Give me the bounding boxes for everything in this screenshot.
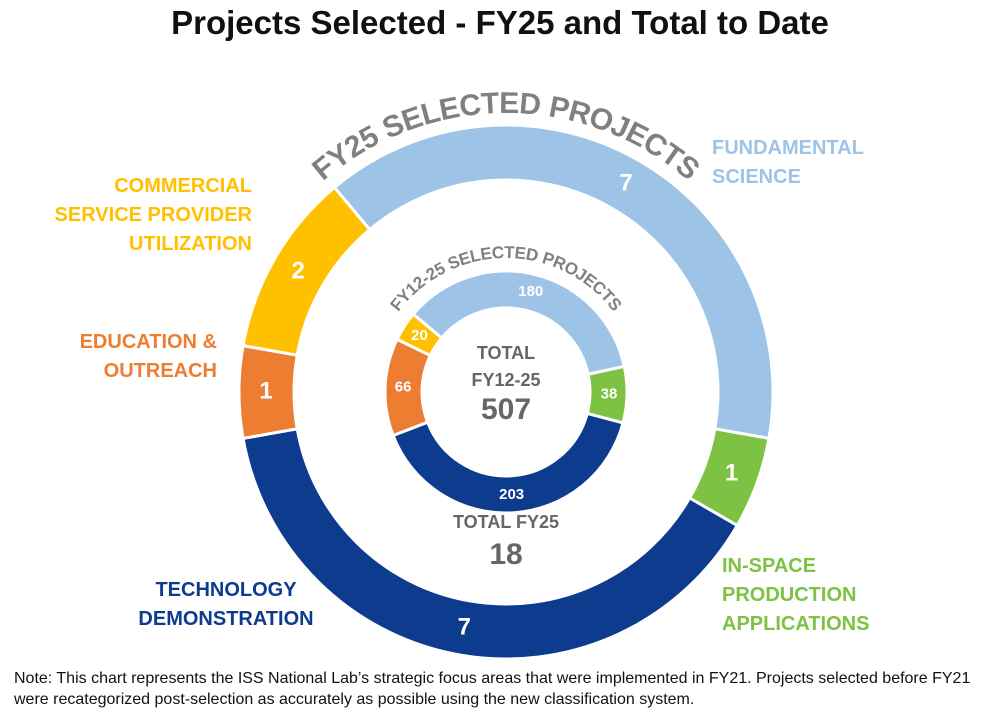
value-label: 1 — [259, 377, 272, 404]
donut-segment — [241, 185, 372, 357]
donut-segment — [411, 269, 627, 377]
category-label: FUNDAMENTAL SCIENCE — [712, 137, 864, 188]
category-label: TECHNOLOGY DEMONSTRATION — [138, 579, 314, 630]
total-label: TOTAL FY12-25 — [471, 343, 541, 390]
value-label: 66 — [395, 379, 412, 396]
value-label: 7 — [619, 169, 632, 196]
total-value: 507 — [481, 393, 531, 426]
category-label: EDUCATION & OUTREACH — [79, 331, 217, 382]
value-label: 20 — [411, 327, 428, 344]
donut-segment — [395, 312, 444, 358]
donut-segment — [391, 411, 625, 515]
value-label: 203 — [499, 486, 524, 503]
value-label: 180 — [518, 283, 543, 300]
value-label: 38 — [601, 385, 618, 402]
value-label: 7 — [458, 614, 471, 641]
value-label: 1 — [725, 459, 738, 486]
donut-segment — [241, 427, 740, 661]
donut-segment — [332, 123, 775, 441]
category-label: COMMERCIAL SERVICE PROVIDER UTILIZATION — [54, 175, 252, 255]
category-label: IN-SPACE PRODUCTION APPLICATIONS — [722, 555, 870, 635]
footnote: Note: This chart represents the ISS Nati… — [14, 670, 971, 708]
value-label: 2 — [291, 257, 304, 284]
total-value: 18 — [489, 538, 522, 571]
chart-title: Projects Selected - FY25 and Total to Da… — [171, 4, 829, 41]
total-label: TOTAL FY25 — [452, 512, 560, 532]
